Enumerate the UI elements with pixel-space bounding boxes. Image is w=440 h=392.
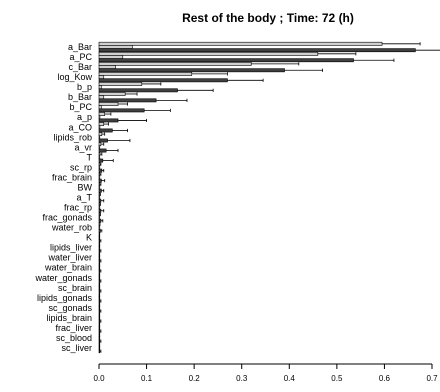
- bar-s1-11: [98, 155, 101, 160]
- bar-s0-7: [98, 112, 106, 116]
- bar-s1-5: [98, 95, 105, 100]
- bar-s0-1: [98, 51, 319, 56]
- x-tick-label-1: 0.1: [141, 374, 153, 383]
- x-axis: 0.0 0.1 0.2 0.3 0.4 0.5 0.6 0.7: [93, 363, 438, 383]
- category-label-18: water_rob: [51, 223, 92, 233]
- bar-s1-10: [98, 145, 101, 150]
- category-label-3: log_Kow: [57, 72, 92, 82]
- bar-s0-10: [98, 142, 102, 147]
- category-label-26: sc_gonads: [48, 303, 92, 313]
- bar-s1-14: [98, 185, 101, 190]
- bar-s1-0: [98, 45, 133, 49]
- bar-s1-13: [98, 175, 101, 180]
- bar-s2-5: [98, 98, 157, 103]
- category-label-28: frac_liver: [55, 323, 92, 333]
- bar-s1-12: [98, 165, 101, 170]
- category-label-9: lipids_rob: [53, 132, 92, 142]
- bar-s1-4: [98, 85, 102, 90]
- bar-s0-2: [98, 61, 252, 66]
- bar-s2-11: [98, 158, 104, 163]
- x-tick-label-7: 0.7: [426, 374, 438, 383]
- bar-s2-9: [98, 138, 108, 143]
- bar-s0-3: [98, 72, 193, 76]
- category-label-16: frac_rp: [64, 203, 92, 213]
- bar-s1-16: [98, 205, 101, 210]
- category-label-15: a_T: [76, 193, 92, 203]
- x-tick-label-0: 0.0: [93, 374, 105, 383]
- category-label-29: sc_blood: [56, 333, 92, 343]
- x-tick-label-6: 0.6: [379, 374, 391, 383]
- category-label-20: lipids_liver: [50, 243, 92, 253]
- x-tick-label-4: 0.4: [284, 374, 296, 383]
- category-label-1: a_PC: [69, 52, 92, 62]
- bar-s1-8: [98, 125, 101, 130]
- bar-s2-17: [98, 218, 102, 223]
- bar-s2-4: [98, 88, 178, 93]
- category-label-17: frac_gonads: [42, 213, 92, 223]
- bar-s1-1: [98, 55, 124, 59]
- bar-s1-18: [98, 225, 101, 230]
- bar-s2-8: [98, 128, 113, 133]
- category-label-4: b_p: [77, 82, 92, 92]
- bar-s2-7: [98, 118, 119, 123]
- bar-s2-0: [98, 48, 416, 53]
- category-label-10: a_vr: [74, 142, 92, 152]
- bar-s2-13: [98, 178, 102, 183]
- bars-group: [98, 41, 440, 354]
- bar-s2-12: [98, 168, 103, 173]
- category-label-21: water_liver: [47, 253, 92, 263]
- bar-s2-3: [98, 78, 228, 83]
- bar-s0-5: [98, 92, 126, 96]
- category-label-11: T: [87, 152, 93, 162]
- bar-s1-6: [98, 105, 102, 110]
- bar-s0-8: [98, 122, 105, 126]
- category-label-12: sc_rp: [70, 162, 92, 172]
- category-label-14: BW: [78, 182, 93, 192]
- category-label-19: K: [86, 233, 92, 243]
- category-label-6: b_PC: [69, 102, 92, 112]
- bar-s1-3: [98, 75, 105, 80]
- category-label-5: b_Bar: [68, 92, 92, 102]
- category-label-8: a_CO: [68, 122, 92, 132]
- bar-s0-4: [98, 82, 143, 86]
- bar-s0-0: [98, 41, 383, 46]
- x-tick-label-3: 0.3: [236, 374, 248, 383]
- bar-s0-9: [98, 132, 103, 137]
- bar-s1-2: [98, 65, 116, 69]
- category-label-24: sc_brain: [58, 283, 92, 293]
- bar-s2-10: [98, 148, 107, 153]
- category-label-13: frac_brain: [52, 172, 92, 182]
- bar-s0-11: [98, 152, 101, 157]
- category-label-0: a_Bar: [68, 42, 92, 52]
- bar-s2-16: [98, 208, 102, 213]
- bar-s2-2: [98, 68, 285, 73]
- category-label-23: water_gonads: [34, 273, 92, 283]
- chart-title: Rest of the body ; Time: 72 (h): [182, 11, 354, 25]
- bar-s2-18: [98, 228, 101, 233]
- bar-s2-1: [98, 58, 354, 63]
- bar-s2-14: [98, 188, 102, 193]
- x-tick-label-5: 0.5: [331, 374, 343, 383]
- category-label-27: lipids_brain: [46, 313, 92, 323]
- category-labels: a_Bara_PCc_Barlog_Kowb_pb_Barb_PCa_pa_CO…: [34, 42, 92, 353]
- bar-s1-15: [98, 195, 101, 200]
- bar-s2-15: [98, 198, 102, 203]
- bar-s1-7: [98, 115, 101, 120]
- category-label-2: c_Bar: [68, 62, 92, 72]
- category-label-30: sc_liver: [61, 343, 92, 353]
- bar-s2-6: [98, 108, 145, 113]
- x-tick-label-2: 0.2: [189, 374, 201, 383]
- category-label-25: lipids_gonads: [37, 293, 93, 303]
- bar-s1-9: [98, 135, 101, 140]
- bar-s1-17: [98, 215, 101, 220]
- category-label-7: a_p: [77, 112, 92, 122]
- bar-s0-12: [98, 162, 101, 167]
- category-label-22: water_brain: [44, 263, 92, 273]
- bar-s0-6: [98, 102, 119, 106]
